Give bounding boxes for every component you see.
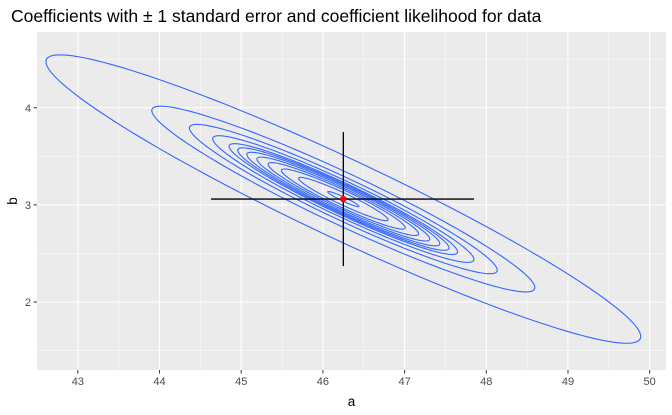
contour-line: [298, 176, 389, 222]
contour-line: [246, 151, 441, 247]
y-tick-label: 2: [25, 297, 31, 309]
contour-line: [151, 105, 536, 293]
likelihood-contours: [45, 54, 642, 344]
x-tick-label: 47: [398, 376, 410, 388]
grid-lines: [37, 32, 666, 370]
contour-line: [280, 168, 406, 230]
contour-line: [188, 123, 498, 275]
y-tick-label: 4: [25, 103, 31, 115]
x-tick-label: 43: [72, 376, 84, 388]
x-tick-label: 49: [562, 376, 574, 388]
estimate-point-layer: [340, 195, 347, 203]
x-tick-label: 45: [235, 376, 247, 388]
x-tick-label: 46: [317, 376, 329, 388]
contour-line: [327, 190, 360, 208]
x-axis-ticks: 43 44 45 46 47 48 49 50: [72, 370, 656, 388]
x-tick-label: 44: [153, 376, 165, 388]
x-tick-label: 48: [480, 376, 492, 388]
contour-line: [256, 156, 431, 242]
contour-line: [45, 54, 642, 344]
contour-line: [228, 143, 459, 256]
contour-line: [237, 147, 450, 251]
x-axis-label: a: [348, 394, 356, 409]
y-axis-label: b: [5, 197, 20, 205]
contour-line: [212, 135, 475, 263]
x-tick-label: 50: [644, 376, 656, 388]
contour-line: [267, 162, 420, 237]
y-axis-ticks: 2 3 4: [25, 103, 37, 309]
chart-title: Coefficients with ± 1 standard error and…: [11, 6, 542, 26]
estimate-point: [340, 195, 347, 203]
y-tick-label: 3: [25, 200, 31, 212]
